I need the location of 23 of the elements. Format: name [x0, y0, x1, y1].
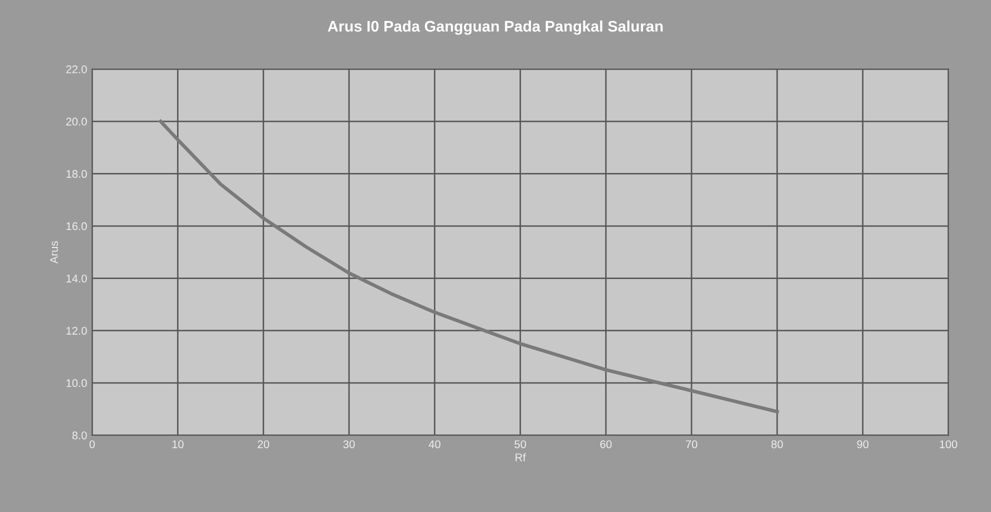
y-tick-label: 10.0 — [66, 379, 87, 388]
x-tick-label: 0 — [90, 440, 95, 448]
y-tick-label: 12.0 — [66, 326, 87, 335]
x-tick-label: 70 — [686, 440, 698, 448]
y-tick-label: 8.0 — [72, 431, 87, 440]
y-tick-label: 18.0 — [66, 170, 87, 178]
y-tick-label: 14.0 — [66, 274, 87, 282]
y-tick-label: 20.0 — [66, 118, 87, 126]
line-series — [158, 120, 779, 414]
x-tick-label: 20 — [258, 440, 270, 448]
chart-title: Arus I0 Pada Gangguan Pada Pangkal Saluran — [328, 20, 663, 35]
x-tick-label: 10 — [172, 440, 184, 448]
x-tick-label: 80 — [771, 440, 783, 448]
x-tick-label: 90 — [857, 440, 869, 448]
x-tick-label: 50 — [514, 440, 526, 448]
x-tick-label: 100 — [940, 440, 958, 448]
x-axis-title: Rf — [516, 453, 526, 462]
y-axis-title: Arus — [50, 241, 58, 264]
y-tick-label: 16.0 — [66, 222, 87, 230]
y-tick-label: 22.0 — [66, 65, 87, 74]
x-tick-label: 30 — [343, 440, 355, 448]
x-tick-label: 40 — [428, 440, 440, 448]
x-tick-label: 60 — [600, 440, 612, 448]
